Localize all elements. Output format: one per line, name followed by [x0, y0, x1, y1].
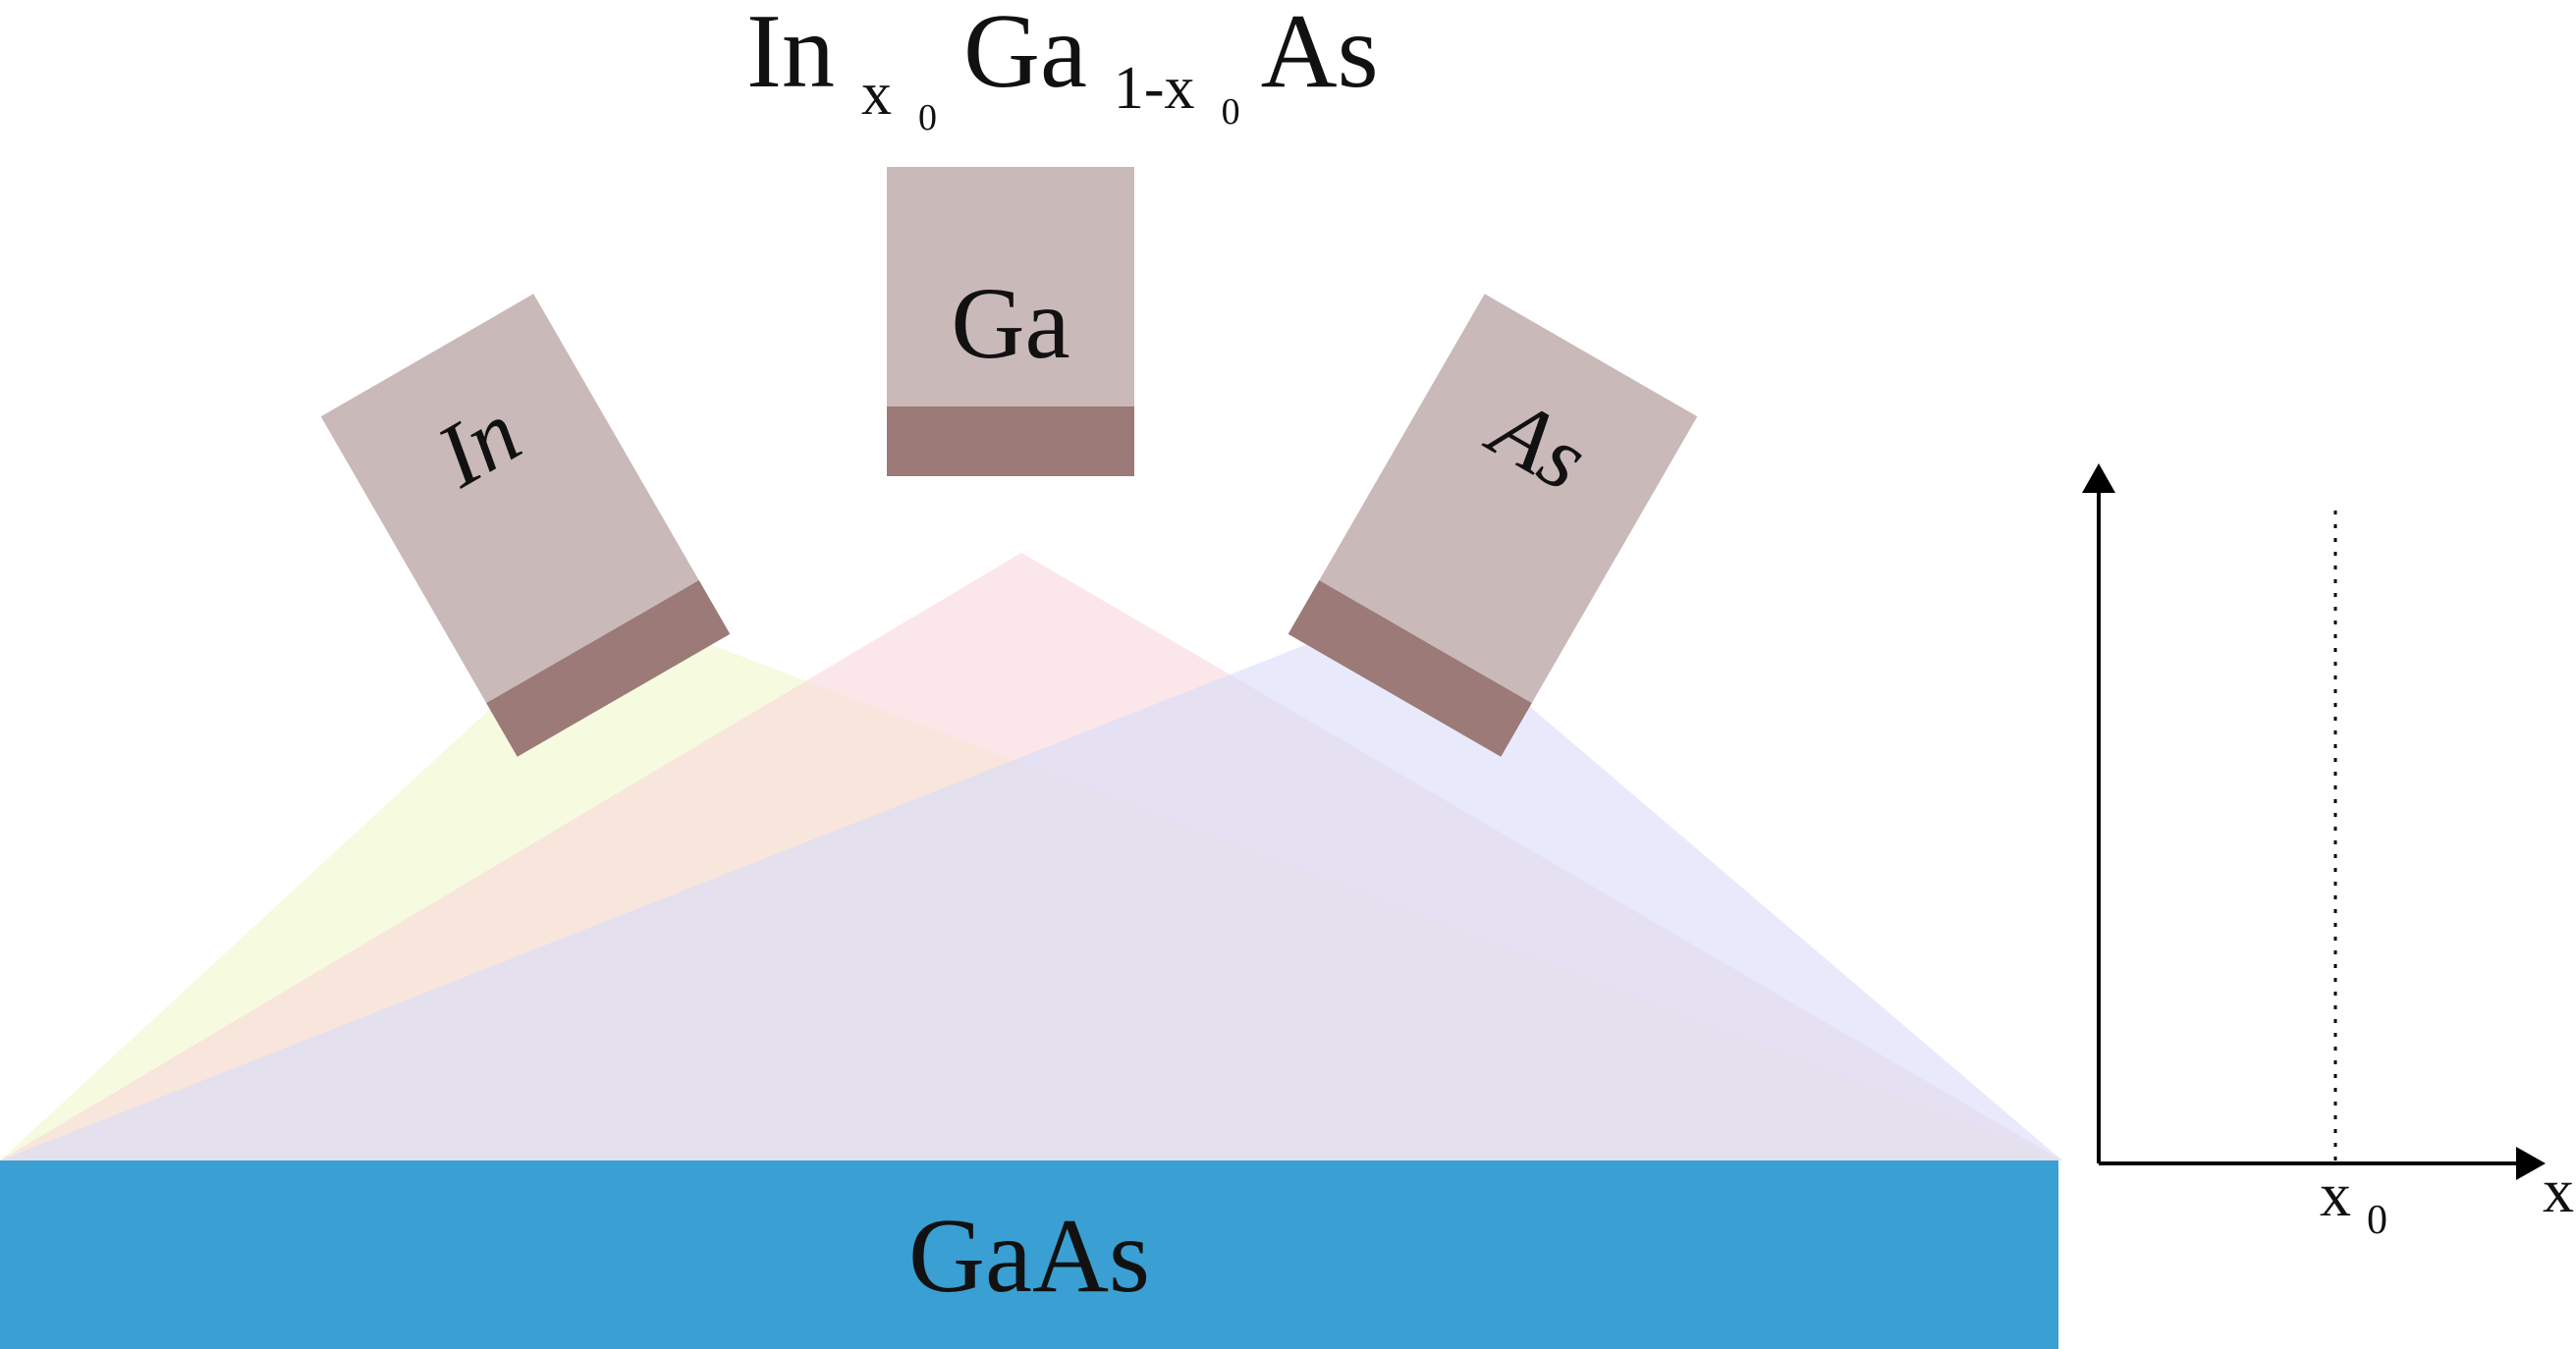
formula-as: As — [1261, 0, 1379, 110]
formula-title: In x 0 Ga 1-x 0 As — [746, 0, 1379, 153]
ga-source-label: Ga — [951, 267, 1069, 380]
formula-in-sub-index: 0 — [918, 97, 937, 138]
formula-ga-sub: 1-x — [1114, 55, 1195, 122]
as-beam — [0, 604, 2062, 1160]
x-axis-arrow — [2516, 1147, 2546, 1180]
x0-label-main: x — [2320, 1160, 2351, 1229]
ga-source-base — [887, 406, 1134, 476]
x0-label: x 0 — [2320, 1160, 2387, 1243]
formula-ga-sub-index: 0 — [1222, 91, 1240, 133]
inset-plot: x 0 x — [2082, 463, 2574, 1243]
in-source-base — [486, 580, 731, 757]
y-axis-arrow — [2082, 463, 2115, 493]
formula-in-sub: x — [861, 61, 892, 128]
formula-ga: Ga — [963, 0, 1087, 110]
x0-label-sub: 0 — [2367, 1198, 2387, 1243]
ga-source: Ga — [887, 167, 1134, 476]
gaas-substrate — [0, 1160, 2058, 1349]
svg-text:In x 0 Ga: In x 0 Ga 1-x 0 As — [746, 0, 1379, 153]
x-axis-label: x — [2543, 1156, 2574, 1225]
substrate-label: GaAs — [908, 1198, 1150, 1315]
substrate: GaAs — [0, 1160, 2058, 1349]
as-source-base — [1288, 580, 1532, 757]
formula-in: In — [746, 0, 835, 110]
as-source: As — [1288, 294, 1698, 757]
deposition-beams — [0, 553, 2062, 1160]
in-source: In — [320, 294, 731, 757]
